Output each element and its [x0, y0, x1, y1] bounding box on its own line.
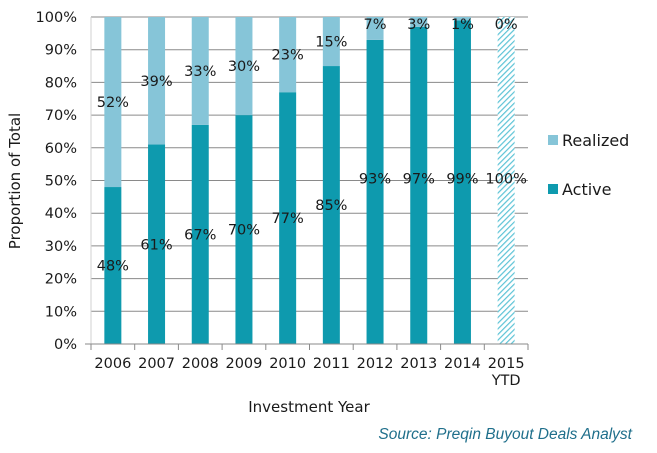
y-tick-label: 30% [45, 239, 77, 255]
data-label-active: 93% [359, 172, 391, 188]
data-label-realized: 1% [451, 17, 474, 33]
y-tick-label: 70% [45, 108, 77, 124]
x-tick-label: 2015 [488, 356, 525, 372]
bar-active-2010 [279, 92, 297, 345]
data-label-realized: 15% [315, 35, 347, 51]
legend-swatch-active [548, 184, 558, 194]
y-tick-label: 50% [45, 174, 77, 190]
x-tick-labels: 2006 2007 2008 2009 2010 2011 2012 2013 2014 2015… [94, 356, 524, 389]
data-label-active: 70% [228, 223, 260, 239]
data-label-active: 77% [272, 211, 304, 227]
bar-active-2008 [191, 124, 209, 344]
x-tick-label: 2007 [138, 356, 175, 372]
bar-realized-2010 [279, 17, 297, 93]
data-label-active: 67% [184, 227, 216, 243]
x-tick-label: YTD [491, 373, 521, 389]
bar-realized-2013 [410, 17, 428, 27]
x-tick-label: 2014 [444, 356, 481, 372]
data-label-realized: 23% [272, 48, 304, 64]
data-label-realized: 33% [184, 64, 216, 80]
bar-active-2009 [235, 115, 253, 344]
legend-swatch-realized [548, 135, 558, 145]
data-label-active: 97% [403, 172, 435, 188]
legend-label-active: Active [562, 180, 612, 199]
y-tick-label: 60% [45, 141, 77, 157]
data-label-active: 48% [97, 259, 129, 275]
data-label-realized: 30% [228, 59, 260, 75]
x-tick-label: 2013 [400, 356, 437, 372]
y-tick-label: 90% [45, 43, 77, 59]
data-label-active: 61% [140, 237, 172, 253]
y-axis-title: Proportion of Total [6, 113, 24, 249]
legend-label-realized: Realized [562, 131, 629, 150]
data-label-active: 99% [446, 172, 478, 188]
bar-realized-2006 [104, 17, 122, 188]
bar-realized-2011 [322, 17, 340, 67]
y-tick-label: 20% [45, 272, 77, 288]
data-label-realized: 3% [407, 17, 430, 33]
data-label-realized: 39% [140, 74, 172, 90]
data-label-realized: 7% [364, 17, 387, 33]
data-label-active: 85% [315, 198, 347, 214]
y-tick-label: 40% [45, 206, 77, 222]
bar-active-2011 [322, 66, 340, 345]
y-tick-label: 0% [54, 337, 77, 353]
data-label-active: 100% [485, 172, 526, 188]
data-label-realized: 52% [97, 95, 129, 111]
axes [85, 17, 529, 350]
bar-active-2012 [366, 39, 384, 344]
data-label-realized: 0% [495, 17, 518, 33]
x-tick-label: 2012 [357, 356, 394, 372]
x-tick-label: 2009 [225, 356, 262, 372]
x-axis-title: Investment Year [248, 398, 370, 416]
bar-realized-2012 [366, 17, 384, 40]
bar-active-2014 [453, 20, 471, 345]
y-tick-label: 80% [45, 75, 77, 91]
data-labels: 48% 52% 61% 39% 67% 33% 70% 30% 77% 23% 85% 15% 93% 7… [97, 17, 527, 275]
bar-realized-2009 [235, 17, 253, 116]
bar-active-2015-ytd [497, 17, 515, 344]
x-tick-label: 2011 [313, 356, 350, 372]
source-note: Source: Preqin Buyout Deals Analyst [378, 426, 632, 443]
bar-realized-2008 [191, 17, 209, 125]
x-tick-label: 2010 [269, 356, 306, 372]
y-tick-label: 10% [45, 304, 77, 320]
legend: Realized Active [548, 131, 629, 199]
bars [104, 17, 515, 345]
bar-realized-2007 [148, 17, 166, 145]
bar-active-2006 [104, 187, 122, 344]
bar-active-2007 [148, 144, 166, 344]
y-tick-labels: 0% 10% 20% 30% 40% 50% 60% 70% 80% 90% 100% [36, 10, 77, 353]
bar-realized-2014 [453, 17, 471, 21]
y-tick-label: 100% [36, 10, 77, 26]
bar-active-2013 [410, 26, 428, 345]
x-tick-label: 2006 [94, 356, 131, 372]
x-tick-label: 2008 [182, 356, 219, 372]
